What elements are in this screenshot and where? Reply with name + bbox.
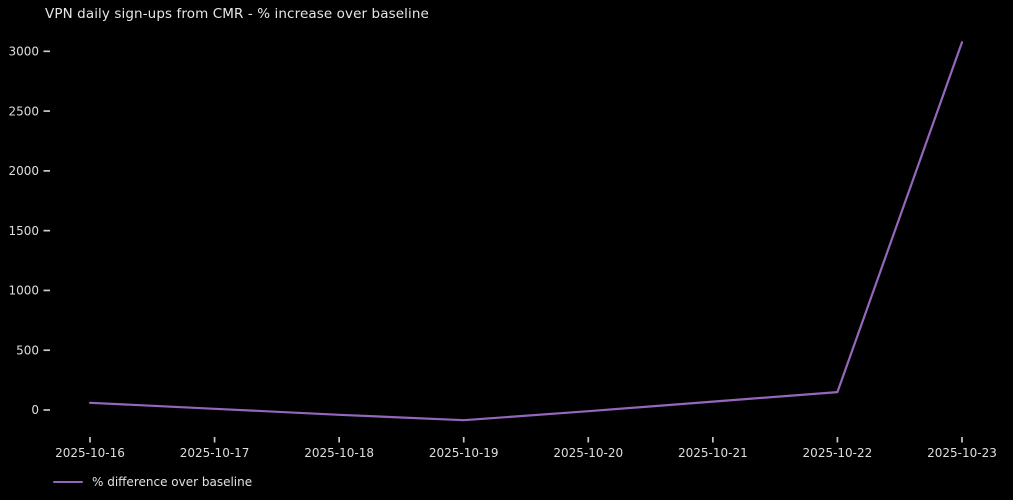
legend-label: % difference over baseline xyxy=(92,475,253,489)
y-tick-label: 2000 xyxy=(8,164,39,178)
legend: % difference over baseline xyxy=(53,475,252,489)
x-tick-label: 2025-10-20 xyxy=(553,446,623,460)
y-tick-label: 0 xyxy=(31,403,39,417)
x-tick-label: 2025-10-23 xyxy=(927,446,997,460)
y-tick-label: 500 xyxy=(16,343,39,357)
chart-title: VPN daily sign-ups from CMR - % increase… xyxy=(45,6,429,22)
x-tick-label: 2025-10-16 xyxy=(55,446,125,460)
y-tick-label: 3000 xyxy=(8,45,39,59)
data-line xyxy=(88,41,964,422)
x-tick-label: 2025-10-19 xyxy=(429,446,499,460)
x-tick-label: 2025-10-21 xyxy=(678,446,748,460)
y-tick-label: 1500 xyxy=(8,224,39,238)
x-tick-label: 2025-10-17 xyxy=(180,446,250,460)
legend-line-swatch xyxy=(53,481,83,483)
y-tick-label: 2500 xyxy=(8,104,39,118)
y-tick-label: 1000 xyxy=(8,284,39,298)
x-tick-label: 2025-10-22 xyxy=(803,446,873,460)
x-tick-label: 2025-10-18 xyxy=(304,446,374,460)
